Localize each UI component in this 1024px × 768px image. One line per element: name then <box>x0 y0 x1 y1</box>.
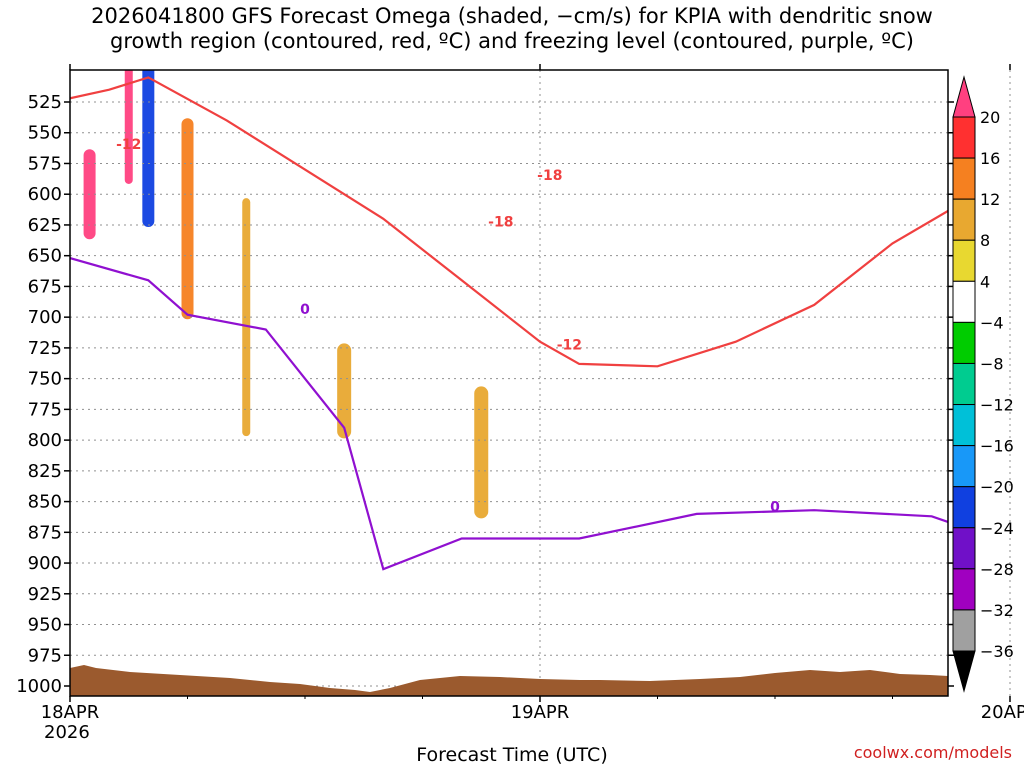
plot-frame <box>69 69 949 697</box>
omega-cell <box>181 118 194 320</box>
colorbar-top-arrow <box>952 75 976 118</box>
omega-cell <box>124 70 133 184</box>
y-tick-label: 625 <box>28 215 62 236</box>
y-tick-label: 900 <box>28 553 62 574</box>
colorbar-label: −16 <box>980 437 1014 456</box>
freezing-level-label: 0 <box>770 500 780 516</box>
colorbar-label: −12 <box>980 396 1014 415</box>
colorbar-label: −8 <box>980 354 1004 373</box>
x-axis-label: Forecast Time (UTC) <box>416 744 608 766</box>
colorbar-box <box>952 280 976 323</box>
snow-growth-contour <box>70 76 948 368</box>
colorbar-bottom-arrow <box>952 650 976 693</box>
y-tick-label: 525 <box>28 92 62 113</box>
title-line2: growth region (contoured, red, ºC) and f… <box>110 29 914 53</box>
chart-title: 2026041800 GFS Forecast Omega (shaded, −… <box>0 4 1024 54</box>
y-tick-label: 775 <box>28 399 62 420</box>
colorbar-box <box>952 321 976 364</box>
omega-cell <box>612 404 625 574</box>
omega-cell <box>142 70 155 228</box>
y-tick-label: 575 <box>28 153 62 174</box>
colorbar-box <box>952 362 976 406</box>
x-axis-year: 2026 <box>44 722 90 743</box>
x-axis: 18APR19APR20APR21APR22APR23APR24APR25APR <box>41 64 1024 723</box>
colorbar-label: −28 <box>980 560 1014 579</box>
y-tick-label: 975 <box>28 645 62 666</box>
omega-shading <box>83 70 821 636</box>
snow-growth-label: -18 <box>488 214 513 230</box>
freezing-level-label: 0 <box>300 302 310 318</box>
colorbar-box <box>952 527 976 570</box>
colorbar-label: −36 <box>980 642 1014 661</box>
y-tick-label: 825 <box>28 461 62 482</box>
y-tick-label: 925 <box>28 584 62 605</box>
colorbar-label: −32 <box>980 601 1014 620</box>
colorbar-box <box>952 568 976 611</box>
y-tick-label: 550 <box>28 123 62 144</box>
contour-labels: -12-18-18-12-12-12-12-12000000 <box>116 137 780 516</box>
y-tick-label: 650 <box>28 246 62 267</box>
omega-cell <box>808 392 821 636</box>
snow-growth-label: -12 <box>116 137 141 153</box>
colorbar-box <box>952 445 976 488</box>
colorbar-label: −4 <box>980 313 1004 332</box>
colorbar-box <box>952 116 976 159</box>
snow-growth-label: -12 <box>557 337 582 353</box>
grid <box>70 70 1011 696</box>
y-tick-label: 800 <box>28 430 62 451</box>
y-tick-label: 600 <box>28 184 62 205</box>
colorbar-label: 20 <box>980 108 1000 127</box>
omega-cell <box>474 386 489 519</box>
x-tick-label: 20APR <box>981 702 1024 723</box>
colorbar-label: 16 <box>980 149 1000 168</box>
terrain <box>70 665 948 696</box>
title-line1: 2026041800 GFS Forecast Omega (shaded, −… <box>91 4 933 28</box>
colorbar-box <box>952 157 976 200</box>
y-tick-label: 875 <box>28 522 62 543</box>
colorbar-box <box>952 609 976 652</box>
colorbar-box <box>952 239 976 282</box>
y-tick-label: 850 <box>28 492 62 513</box>
y-tick-label: 1000 <box>16 676 62 697</box>
colorbar: 20 16 12 8 4 −4 −8 −12 −16 −20 −24 −28 −32 −36 <box>952 75 1014 693</box>
snow-growth-label: -18 <box>537 168 562 184</box>
credit-text: coolwx.com/models <box>853 743 1012 762</box>
x-tick-label: 18APR <box>41 702 100 723</box>
colorbar-label: −20 <box>980 478 1014 497</box>
y-tick-label: 725 <box>28 338 62 359</box>
y-tick-label: 675 <box>28 276 62 297</box>
y-tick-label: 750 <box>28 369 62 390</box>
y-tick-label: 950 <box>28 615 62 636</box>
colorbar-box <box>952 404 976 447</box>
colorbar-box <box>952 486 976 529</box>
y-tick-label: 700 <box>28 307 62 328</box>
colorbar-label: 4 <box>980 272 990 291</box>
omega-cell <box>337 343 352 439</box>
colorbar-label: 8 <box>980 231 990 250</box>
x-tick-label: 19APR <box>511 702 570 723</box>
freezing-level-contour <box>70 257 948 571</box>
colorbar-label: 12 <box>980 190 1000 209</box>
omega-cell <box>242 198 251 437</box>
y-axis: 525 550 575 600 625 650 675 700 725 750 775 800 825 8… <box>16 92 954 697</box>
omega-cell <box>712 337 721 544</box>
colorbar-label: −24 <box>980 519 1014 538</box>
colorbar-box <box>952 198 976 241</box>
